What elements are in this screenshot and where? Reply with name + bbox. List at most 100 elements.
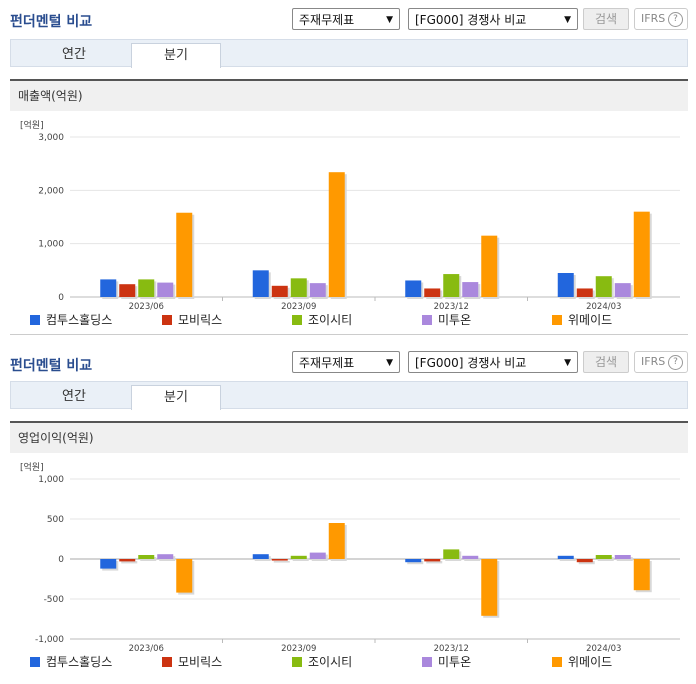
- bar-shadow: [578, 561, 595, 565]
- chart-legend: 컴투스홀딩스 모비릭스 조이시티 미투온 위메이드: [30, 654, 690, 670]
- bar[interactable]: [138, 279, 155, 297]
- y-tick-label: 0: [58, 293, 64, 303]
- bar[interactable]: [119, 559, 136, 562]
- legend-swatch: [422, 657, 432, 667]
- bar[interactable]: [328, 523, 345, 559]
- chevron-down-icon: ▼: [564, 358, 571, 368]
- compare-select-value: [FG000] 경쟁사 비교: [415, 356, 527, 370]
- ifrs-button[interactable]: IFRS ?: [634, 8, 688, 30]
- bar[interactable]: [614, 283, 631, 297]
- panel-title: 펀더멘털 비교: [10, 358, 93, 374]
- ifrs-label: IFRS: [641, 355, 666, 368]
- statement-select[interactable]: 주재무제표 ▼: [292, 8, 400, 30]
- bar-shadow: [426, 561, 443, 564]
- bar[interactable]: [595, 276, 612, 297]
- bar[interactable]: [576, 288, 593, 297]
- help-icon[interactable]: ?: [668, 355, 683, 370]
- bar[interactable]: [614, 555, 631, 559]
- section-title: 영업이익(억원): [10, 421, 688, 453]
- bar[interactable]: [405, 280, 422, 297]
- compare-select[interactable]: [FG000] 경쟁사 비교 ▼: [408, 8, 578, 30]
- bar[interactable]: [424, 288, 441, 297]
- x-tick-label: 2024/03: [586, 302, 621, 312]
- bar[interactable]: [100, 559, 117, 569]
- statement-select-value: 주재무제표: [299, 13, 355, 27]
- legend-swatch: [292, 657, 302, 667]
- period-tabs: 연간 분기: [10, 39, 688, 68]
- bar[interactable]: [119, 284, 136, 297]
- legend-swatch: [30, 657, 40, 667]
- y-tick-label: -1,000: [35, 635, 64, 645]
- bar[interactable]: [290, 278, 307, 297]
- bar[interactable]: [157, 554, 174, 559]
- legend-label: 모비릭스: [178, 655, 223, 669]
- bar[interactable]: [138, 555, 155, 559]
- help-icon[interactable]: ?: [668, 12, 683, 27]
- bar[interactable]: [309, 552, 326, 559]
- tab-annual[interactable]: 연간: [62, 389, 86, 404]
- legend-label: 조이시티: [308, 313, 353, 327]
- tab-quarterly[interactable]: 분기: [131, 43, 221, 68]
- x-tick-label: 2023/12: [434, 644, 469, 654]
- search-button[interactable]: 검색: [583, 8, 629, 30]
- bar[interactable]: [157, 282, 174, 297]
- bar[interactable]: [481, 559, 498, 616]
- divider: [10, 334, 688, 335]
- bar[interactable]: [176, 559, 193, 593]
- y-tick-label: -500: [44, 595, 65, 605]
- bar[interactable]: [595, 555, 612, 559]
- tab-quarterly[interactable]: 분기: [131, 385, 221, 410]
- x-tick-label: 2023/06: [129, 644, 164, 654]
- bar[interactable]: [462, 282, 479, 297]
- legend-swatch: [30, 315, 40, 325]
- unit-label: [억원]: [20, 121, 44, 131]
- chart-legend: 컴투스홀딩스 모비릭스 조이시티 미투온 위메이드: [30, 312, 690, 328]
- bar[interactable]: [290, 555, 307, 559]
- ifrs-label: IFRS: [641, 12, 666, 25]
- bar[interactable]: [443, 549, 460, 559]
- bar[interactable]: [443, 274, 460, 297]
- section-title: 매출액(억원): [10, 79, 688, 111]
- legend-swatch: [292, 315, 302, 325]
- compare-select[interactable]: [FG000] 경쟁사 비교 ▼: [408, 351, 578, 373]
- y-tick-label: 1,000: [38, 240, 64, 250]
- y-tick-label: 500: [47, 515, 64, 525]
- bar[interactable]: [309, 283, 326, 297]
- search-button[interactable]: 검색: [583, 351, 629, 373]
- statement-select[interactable]: 주재무제표 ▼: [292, 351, 400, 373]
- bar-shadow: [559, 557, 576, 561]
- y-tick-label: 1,000: [38, 475, 64, 485]
- bar-shadow: [273, 561, 290, 563]
- revenue-chart: 0 1,000 2,000 3,000 2023/06 2023/09 2023/12 202…: [38, 133, 680, 312]
- bar-shadow: [464, 557, 481, 561]
- legend-label: 조이시티: [308, 655, 353, 669]
- bar-shadow: [121, 561, 138, 564]
- chevron-down-icon: ▼: [386, 358, 393, 368]
- revenue-panel: 펀더멘털 비교 주재무제표 ▼ [FG000] 경쟁사 비교 ▼ 검색 IFRS…: [10, 8, 690, 335]
- bar[interactable]: [252, 554, 269, 559]
- bar-shadow: [407, 561, 424, 565]
- x-tick-label: 2023/09: [281, 302, 316, 312]
- bar[interactable]: [557, 555, 574, 559]
- bar[interactable]: [462, 555, 479, 559]
- legend-swatch: [422, 315, 432, 325]
- bar[interactable]: [424, 559, 441, 562]
- tab-annual[interactable]: 연간: [62, 47, 86, 62]
- bar[interactable]: [252, 270, 269, 297]
- bar[interactable]: [271, 285, 288, 297]
- bar[interactable]: [633, 211, 650, 297]
- bar[interactable]: [271, 559, 288, 561]
- bar[interactable]: [633, 559, 650, 591]
- bar[interactable]: [405, 559, 422, 563]
- bar[interactable]: [481, 235, 498, 297]
- ifrs-button[interactable]: IFRS ?: [634, 351, 688, 373]
- bar[interactable]: [328, 172, 345, 297]
- legend-label: 미투온: [438, 313, 472, 327]
- bar[interactable]: [576, 559, 593, 563]
- bar[interactable]: [100, 279, 117, 297]
- compare-select-value: [FG000] 경쟁사 비교: [415, 13, 527, 27]
- operating-profit-chart: -1,000 -500 0 500 1,000 2023/06 2023/09 2023/12…: [35, 475, 680, 654]
- bar[interactable]: [176, 212, 193, 297]
- y-tick-label: 2,000: [38, 186, 64, 196]
- bar[interactable]: [557, 273, 574, 297]
